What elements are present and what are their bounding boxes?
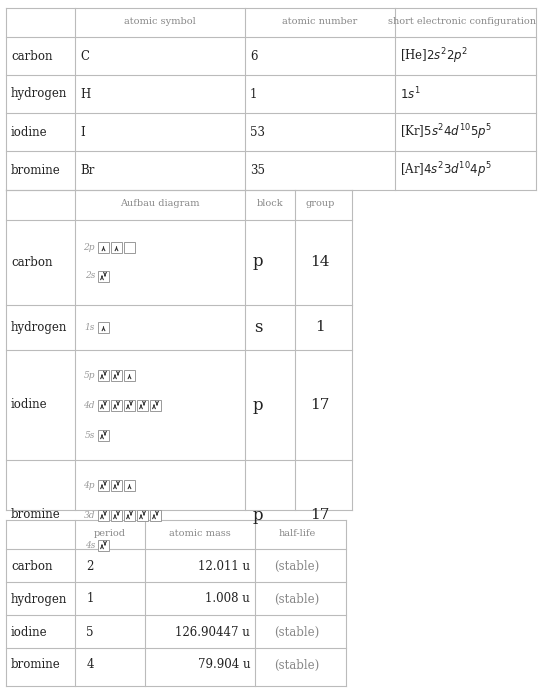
- Text: 17: 17: [311, 508, 330, 522]
- Bar: [98, 480, 109, 491]
- Text: atomic symbol: atomic symbol: [124, 17, 196, 26]
- Text: [Kr]$5s^24d^{10}5p^5$: [Kr]$5s^24d^{10}5p^5$: [400, 122, 492, 142]
- Bar: [98, 242, 109, 253]
- Text: bromine: bromine: [11, 659, 61, 671]
- Bar: [98, 399, 109, 410]
- Text: Aufbau diagram: Aufbau diagram: [120, 199, 200, 208]
- Text: (stable): (stable): [274, 659, 320, 671]
- Text: H: H: [80, 87, 91, 100]
- Text: C: C: [80, 50, 89, 62]
- Text: hydrogen: hydrogen: [11, 320, 67, 334]
- Text: (stable): (stable): [274, 626, 320, 639]
- Text: 14: 14: [310, 255, 330, 269]
- Text: s: s: [254, 318, 262, 336]
- Text: half-life: half-life: [279, 529, 315, 538]
- Text: 2s: 2s: [85, 271, 95, 280]
- Text: I: I: [80, 125, 85, 138]
- Text: 17: 17: [311, 398, 330, 412]
- Text: 1.008 u: 1.008 u: [205, 592, 250, 606]
- Text: (stable): (stable): [274, 592, 320, 606]
- Bar: [124, 480, 135, 491]
- Bar: [137, 399, 148, 410]
- Bar: [98, 540, 109, 551]
- Text: 4s: 4s: [85, 540, 95, 549]
- Text: iodine: iodine: [11, 125, 48, 138]
- Text: period: period: [94, 529, 126, 538]
- Text: 126.90447 u: 126.90447 u: [175, 626, 250, 639]
- Text: block: block: [257, 199, 283, 208]
- Bar: [124, 370, 135, 381]
- Bar: [124, 509, 135, 520]
- Text: 1: 1: [86, 592, 94, 606]
- Text: carbon: carbon: [11, 560, 53, 572]
- Bar: [111, 370, 122, 381]
- Bar: [98, 370, 109, 381]
- Text: bromine: bromine: [11, 509, 61, 522]
- Text: 2: 2: [86, 560, 94, 572]
- Text: $1s^1$: $1s^1$: [400, 86, 421, 102]
- Bar: [124, 242, 135, 253]
- Text: 53: 53: [250, 125, 265, 138]
- Text: p: p: [253, 397, 263, 414]
- Bar: [124, 399, 135, 410]
- Bar: [111, 480, 122, 491]
- Bar: [111, 509, 122, 520]
- Text: 4d: 4d: [83, 401, 95, 410]
- Text: 4: 4: [86, 659, 94, 671]
- Text: hydrogen: hydrogen: [11, 87, 67, 100]
- Text: atomic mass: atomic mass: [169, 529, 231, 538]
- Bar: [98, 322, 109, 332]
- Text: [He]$2s^22p^2$: [He]$2s^22p^2$: [400, 46, 468, 66]
- Text: iodine: iodine: [11, 626, 48, 639]
- Bar: [150, 509, 161, 520]
- Text: 5p: 5p: [83, 370, 95, 379]
- Bar: [98, 430, 109, 441]
- Text: p: p: [253, 507, 263, 524]
- Text: bromine: bromine: [11, 163, 61, 176]
- Text: 12.011 u: 12.011 u: [198, 560, 250, 572]
- Text: atomic number: atomic number: [282, 17, 358, 26]
- Text: [Ar]$4s^23d^{10}4p^5$: [Ar]$4s^23d^{10}4p^5$: [400, 161, 492, 180]
- Text: 79.904 u: 79.904 u: [197, 659, 250, 671]
- Bar: [150, 399, 161, 410]
- Bar: [98, 271, 109, 282]
- Text: p: p: [253, 253, 263, 271]
- Text: group: group: [305, 199, 335, 208]
- Text: 2p: 2p: [83, 242, 95, 251]
- Bar: [111, 242, 122, 253]
- Text: 6: 6: [250, 50, 257, 62]
- Text: short electronic configuration: short electronic configuration: [388, 17, 536, 26]
- Text: 1s: 1s: [85, 322, 95, 331]
- Text: carbon: carbon: [11, 255, 53, 268]
- Bar: [137, 509, 148, 520]
- Text: (stable): (stable): [274, 560, 320, 572]
- Text: 5s: 5s: [85, 430, 95, 439]
- Text: carbon: carbon: [11, 50, 53, 62]
- Text: 3d: 3d: [83, 511, 95, 520]
- Text: iodine: iodine: [11, 399, 48, 412]
- Text: Br: Br: [80, 163, 94, 176]
- Text: hydrogen: hydrogen: [11, 592, 67, 606]
- Text: 5: 5: [86, 626, 94, 639]
- Text: 35: 35: [250, 163, 265, 176]
- Text: 1: 1: [250, 87, 257, 100]
- Text: 4p: 4p: [83, 480, 95, 489]
- Bar: [111, 399, 122, 410]
- Text: 1: 1: [315, 320, 325, 334]
- Bar: [98, 509, 109, 520]
